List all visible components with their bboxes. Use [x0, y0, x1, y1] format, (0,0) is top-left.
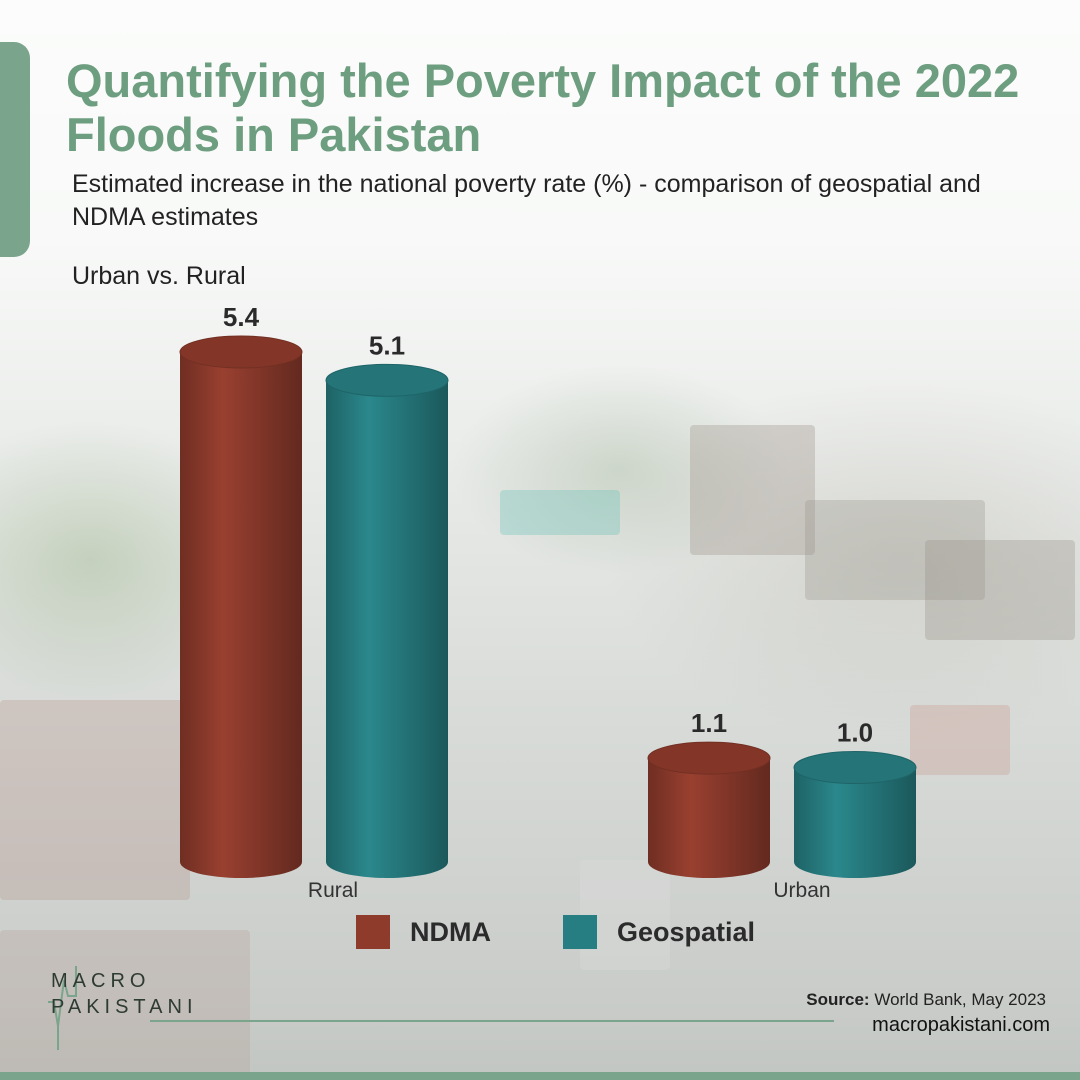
accent-tab [0, 42, 30, 257]
page-title: Quantifying the Poverty Impact of the 20… [66, 54, 1020, 161]
backdrop-roof [500, 490, 620, 535]
backdrop-building [690, 425, 815, 555]
legend-label-ndma: NDMA [410, 916, 491, 947]
logo-text-pakistani: PAKISTANI [51, 996, 198, 1018]
backdrop-roof [910, 705, 1010, 775]
category-label-urban: Urban [773, 879, 830, 902]
page-subtitle: Estimated increase in the national pover… [72, 170, 981, 231]
legend-swatch-ndma [356, 915, 390, 949]
bar-top-ndma-rural [179, 335, 303, 369]
category-label-rural: Rural [308, 879, 358, 902]
website-link[interactable]: macropakistani.com [872, 1014, 1050, 1036]
bar-ndma-rural [180, 352, 302, 878]
bar-ndma-urban [648, 758, 770, 878]
legend-label-geospatial: Geospatial [617, 916, 756, 947]
backdrop-building [805, 500, 985, 600]
value-label-ndma-rural: 5.4 [223, 302, 260, 332]
pulse-line-icon [48, 966, 77, 1050]
bar-top-geospatial-rural [325, 363, 449, 397]
source-credit: Source: World Bank, May 2023 [806, 990, 1046, 1010]
bar-geospatial-rural [326, 380, 448, 878]
chart-legend: NDMA Geospatial [356, 912, 827, 952]
legend-item-ndma: NDMA [356, 915, 491, 949]
bar-top-geospatial-urban [793, 751, 917, 785]
source-label: Source: [806, 990, 870, 1009]
value-label-geospatial-rural: 5.1 [369, 330, 405, 360]
brand-logo: MACRO PAKISTANI [48, 966, 193, 1056]
legend-item-geospatial: Geospatial [563, 915, 755, 949]
bar-geospatial-urban [794, 767, 916, 878]
backdrop-building [0, 930, 250, 1080]
value-label-geospatial-urban: 1.0 [837, 718, 873, 748]
logo-text-macro: MACRO [51, 970, 151, 992]
footer-divider [150, 1020, 834, 1022]
bar-top-ndma-urban [647, 741, 771, 775]
backdrop-building [0, 700, 190, 900]
source-text: World Bank, May 2023 [874, 990, 1046, 1009]
panel-label: Urban vs. Rural [72, 262, 246, 290]
backdrop-building [925, 540, 1075, 640]
value-label-ndma-urban: 1.1 [691, 708, 727, 738]
bottom-accent-bar [0, 1072, 1080, 1080]
legend-swatch-geospatial [563, 915, 597, 949]
